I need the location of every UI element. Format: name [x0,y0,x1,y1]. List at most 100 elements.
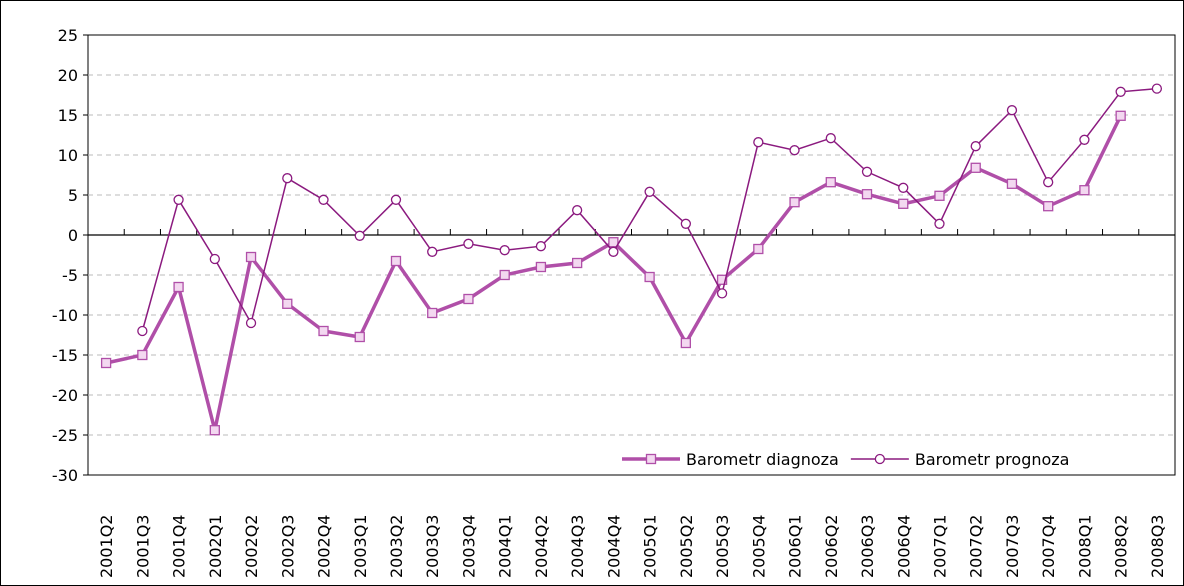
square-marker [427,307,438,319]
square-marker [1079,185,1090,196]
square-marker [499,269,510,281]
y-tick-label: -25 [52,426,78,445]
plot-area [87,34,1176,476]
x-tick-label: 2001Q2 [97,515,116,579]
y-tick-label: 5 [68,186,78,205]
circle-marker [390,194,402,205]
square-marker [463,293,474,305]
x-tick-label: 2007Q4 [1039,515,1058,579]
x-tick-label: 2002Q1 [206,515,225,579]
square-marker [825,177,836,188]
circle-marker [716,288,728,299]
x-tick-label: 2008Q1 [1075,515,1094,579]
square-marker [970,162,981,173]
square-marker [644,271,655,283]
circle-marker [861,166,873,177]
circle-marker [282,173,293,184]
square-marker [680,337,691,349]
circle-marker [173,194,184,205]
circle-marker [789,145,800,156]
circle-marker [970,141,981,152]
x-tick-label: 2006Q4 [894,515,913,579]
legend-label: Barometr diagnoza [686,450,839,469]
square-marker [209,425,220,436]
x-tick-label: 2008Q2 [1112,515,1131,579]
x-tick-label: 2004Q3 [568,515,587,579]
x-tick-label: 2002Q3 [278,515,297,579]
x-tick-label: 2003Q3 [423,515,442,579]
square-marker [390,255,402,267]
circle-marker [1151,83,1163,94]
square-marker [1043,201,1054,212]
circle-marker [245,317,257,329]
legend-marker [874,453,886,465]
x-tick-label: 2003Q2 [387,515,406,579]
x-tick-label: 2005Q2 [677,515,696,579]
square-marker [100,357,112,369]
square-marker [245,251,257,263]
x-tick-label: 2001Q4 [170,515,189,579]
x-tick-label: 2005Q4 [749,515,768,579]
square-marker [535,261,547,273]
x-tick-label: 2002Q4 [315,515,334,579]
square-marker [753,243,764,255]
x-tick-label: 2004Q1 [496,515,515,579]
x-tick-label: 2005Q1 [641,515,660,579]
y-tick-label: -15 [52,346,78,365]
square-marker [789,197,800,208]
circle-marker [1006,105,1018,116]
circle-marker [1079,134,1090,145]
square-marker [1006,178,1018,189]
y-tick-label: -5 [62,266,78,285]
circle-marker [1115,86,1126,97]
square-marker [137,349,148,361]
x-tick-label: 2004Q4 [604,515,623,579]
y-tick-label: 10 [58,146,78,165]
x-tick-label: 2006Q2 [822,515,841,579]
y-tick-label: 20 [58,66,78,85]
circle-marker [463,238,474,249]
circle-marker [825,133,836,144]
y-tick-label: 15 [58,106,78,125]
x-tick-label: 2001Q3 [133,515,152,579]
x-tick-label: 2006Q1 [786,515,805,579]
legend-label: Barometr prognoza [915,450,1070,469]
square-marker [572,257,583,269]
x-tick-label: 2007Q1 [930,515,949,579]
circle-marker [644,186,655,197]
x-tick-label: 2008Q3 [1148,515,1167,579]
circle-marker [898,182,909,193]
circle-marker [572,205,583,216]
circle-marker [934,218,945,229]
x-tick-label: 2007Q2 [967,515,986,579]
circle-marker [535,241,547,252]
circle-marker [354,230,365,241]
circle-marker [680,218,691,229]
circle-marker [608,246,619,257]
circle-marker [753,137,764,148]
square-marker [354,331,365,343]
circle-marker [137,325,148,337]
y-tick-label: -20 [52,386,78,405]
square-marker [173,281,184,293]
square-marker [1115,110,1126,121]
square-marker [861,189,873,200]
circle-marker [427,246,438,257]
square-marker [318,325,329,337]
square-marker [934,190,945,201]
x-tick-label: 2006Q3 [858,515,877,579]
x-tick-label: 2005Q3 [713,515,732,579]
x-tick-label: 2003Q4 [459,515,478,579]
square-marker [282,298,293,309]
circle-marker [499,245,510,256]
x-tick-label: 2002Q2 [242,515,261,579]
x-tick-label: 2003Q1 [351,515,370,579]
circle-marker [209,253,220,265]
x-tick-label: 2004Q2 [532,515,551,579]
y-tick-label: 0 [68,226,78,245]
circle-marker [318,194,329,205]
y-tick-label: -30 [52,466,78,485]
circle-marker [1043,177,1054,188]
